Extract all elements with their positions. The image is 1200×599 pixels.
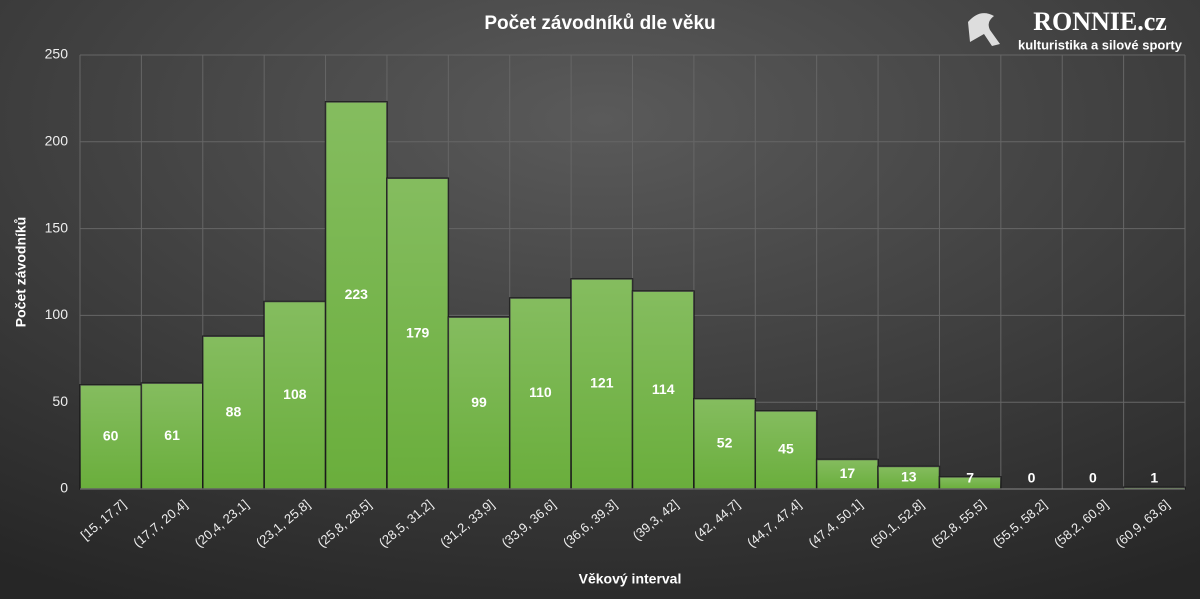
value-label: 61 bbox=[164, 427, 180, 443]
bar-shine bbox=[1123, 487, 1185, 489]
logo-tagline: kulturistika a silové sporty bbox=[1018, 37, 1183, 52]
value-label: 45 bbox=[778, 441, 794, 457]
logo-name: RONNIE.cz bbox=[1033, 7, 1167, 36]
bar-shine bbox=[939, 476, 1001, 489]
x-axis-label: Věkový interval bbox=[579, 571, 682, 587]
bar-shine bbox=[509, 298, 572, 489]
bar-shine bbox=[632, 291, 694, 489]
bar-shine bbox=[141, 383, 203, 489]
value-label: 121 bbox=[590, 375, 614, 391]
y-tick-label: 200 bbox=[45, 133, 69, 149]
chart-title: Počet závodníků dle věku bbox=[484, 13, 715, 34]
y-tick-label: 50 bbox=[52, 393, 68, 409]
value-label: 0 bbox=[1089, 470, 1097, 486]
value-label: 1 bbox=[1150, 470, 1158, 486]
value-label: 99 bbox=[471, 394, 487, 410]
y-tick-label: 250 bbox=[45, 46, 69, 62]
value-label: 223 bbox=[345, 286, 369, 302]
value-label: 17 bbox=[840, 465, 856, 481]
value-label: 13 bbox=[901, 468, 917, 484]
value-label: 114 bbox=[652, 381, 675, 397]
value-label: 52 bbox=[717, 435, 733, 451]
value-label: 88 bbox=[226, 403, 242, 419]
bar-shine bbox=[878, 466, 940, 489]
y-tick-label: 0 bbox=[60, 480, 68, 496]
bar-shine bbox=[80, 384, 142, 489]
y-tick-label: 150 bbox=[45, 219, 69, 235]
bar-shine bbox=[816, 459, 879, 489]
value-label: 110 bbox=[529, 384, 552, 400]
bar-shine bbox=[755, 410, 817, 489]
bar-shine bbox=[571, 278, 633, 489]
value-label: 179 bbox=[406, 324, 430, 340]
bar-shine bbox=[325, 101, 387, 489]
y-axis-label: Počet závodníků bbox=[13, 217, 29, 327]
value-label: 60 bbox=[103, 428, 119, 444]
bar-shine bbox=[386, 178, 449, 490]
value-label: 108 bbox=[283, 386, 307, 402]
y-tick-label: 100 bbox=[45, 306, 69, 322]
bar-shine bbox=[693, 398, 756, 489]
logo: RONNIE.cz kulturistika a silové sporty bbox=[968, 7, 1183, 52]
bar-shine bbox=[264, 301, 326, 489]
bar-shine bbox=[448, 317, 510, 489]
value-label: 0 bbox=[1028, 470, 1036, 486]
value-label: 7 bbox=[966, 470, 974, 486]
bar-shine bbox=[202, 336, 265, 489]
logo-icon bbox=[968, 13, 1000, 47]
